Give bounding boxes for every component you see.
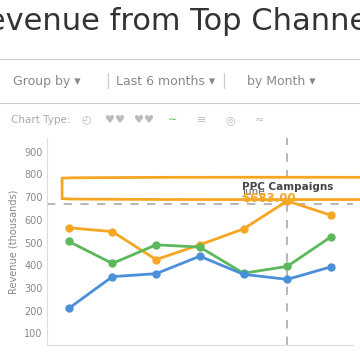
Text: ◴: ◴ xyxy=(81,115,91,125)
Text: Group by ▾: Group by ▾ xyxy=(13,75,81,88)
Text: $683.00: $683.00 xyxy=(242,192,296,205)
Text: PPC Campaigns: PPC Campaigns xyxy=(242,182,334,192)
Text: ♥♥: ♥♥ xyxy=(134,115,154,125)
Text: Revenue from Top Channels: Revenue from Top Channels xyxy=(0,7,360,36)
Text: ≡: ≡ xyxy=(197,115,206,125)
Text: Chart Type:: Chart Type: xyxy=(11,115,70,125)
Text: ≈: ≈ xyxy=(255,115,264,125)
Text: ♥♥: ♥♥ xyxy=(105,115,125,125)
Text: Last 6 months ▾: Last 6 months ▾ xyxy=(116,75,215,88)
Text: ∼: ∼ xyxy=(168,115,177,125)
Text: |: | xyxy=(105,73,111,89)
Text: by Month ▾: by Month ▾ xyxy=(247,75,315,88)
Text: ◎: ◎ xyxy=(225,115,235,125)
Text: |: | xyxy=(221,73,226,89)
Y-axis label: Revenue (thousands): Revenue (thousands) xyxy=(9,189,19,294)
FancyBboxPatch shape xyxy=(62,177,360,200)
Text: June: June xyxy=(242,187,265,197)
